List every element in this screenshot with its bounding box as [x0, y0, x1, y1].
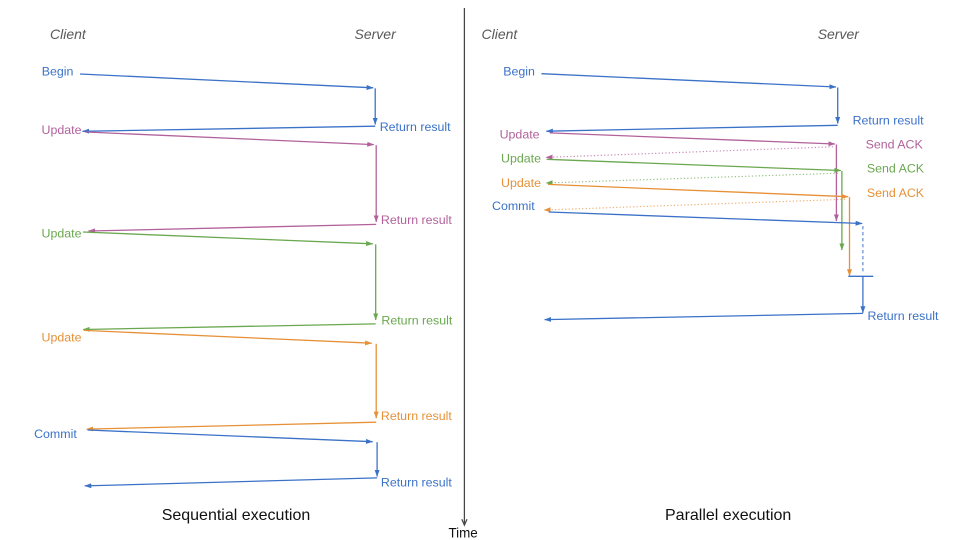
- svg-text:Return result: Return result: [381, 213, 452, 227]
- svg-text:Update: Update: [42, 123, 82, 137]
- svg-text:Update: Update: [500, 127, 540, 141]
- svg-text:Sequential execution: Sequential execution: [162, 507, 311, 524]
- svg-text:Return result: Return result: [381, 475, 452, 489]
- svg-text:Update: Update: [501, 152, 541, 166]
- svg-text:Server: Server: [818, 26, 861, 42]
- svg-text:Server: Server: [355, 26, 398, 42]
- svg-text:Update: Update: [42, 331, 82, 345]
- svg-text:Client: Client: [50, 26, 87, 42]
- svg-text:Time: Time: [449, 526, 478, 540]
- svg-text:Return result: Return result: [853, 114, 924, 128]
- svg-text:Parallel execution: Parallel execution: [665, 507, 791, 524]
- svg-text:Return result: Return result: [380, 120, 451, 134]
- svg-text:Commit: Commit: [492, 199, 535, 213]
- svg-text:Return result: Return result: [868, 309, 939, 323]
- svg-text:Send ACK: Send ACK: [866, 137, 924, 151]
- svg-text:Begin: Begin: [42, 65, 74, 79]
- svg-text:Commit: Commit: [34, 427, 77, 441]
- svg-text:Begin: Begin: [503, 65, 535, 79]
- svg-text:Return result: Return result: [381, 314, 452, 328]
- svg-text:Client: Client: [482, 26, 519, 42]
- svg-text:Return result: Return result: [381, 409, 452, 423]
- svg-text:Update: Update: [501, 176, 541, 190]
- svg-text:Send ACK: Send ACK: [867, 162, 925, 176]
- svg-text:Send ACK: Send ACK: [867, 186, 925, 200]
- svg-text:Update: Update: [42, 226, 82, 240]
